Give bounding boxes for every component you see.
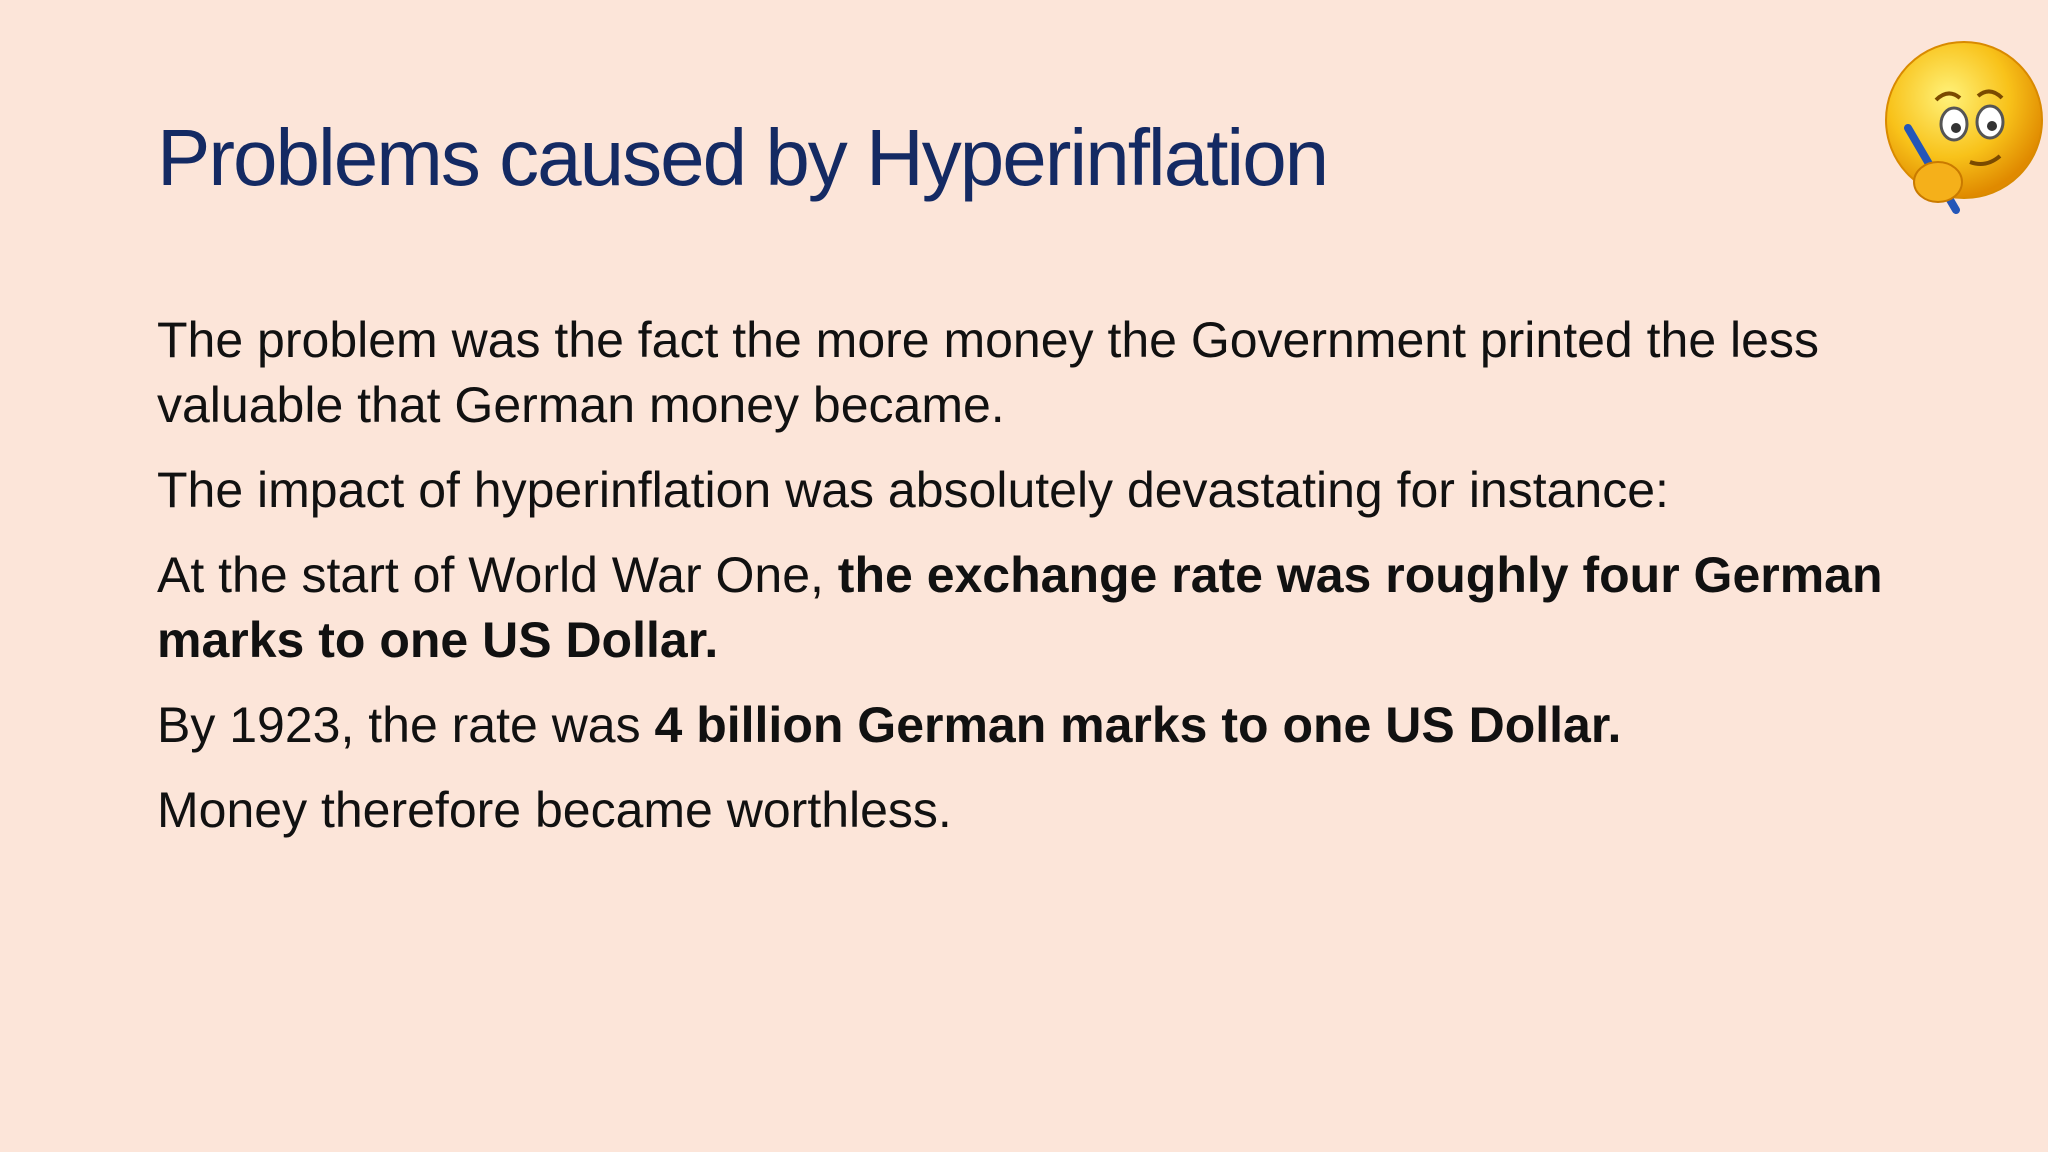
text: The impact of hyperinflation was absolut… xyxy=(157,462,1669,518)
text: At the start of World War One, xyxy=(157,547,838,603)
text: Money therefore became worthless. xyxy=(157,782,952,838)
bold-text: 4 billion German marks to one US Dollar. xyxy=(654,697,1622,753)
slide-body: The problem was the fact the more money … xyxy=(157,308,1917,863)
paragraph: By 1923, the rate was 4 billion German m… xyxy=(157,693,1917,758)
paragraph: Money therefore became worthless. xyxy=(157,778,1917,843)
text: By 1923, the rate was xyxy=(157,697,655,753)
paragraph: At the start of World War One, the excha… xyxy=(157,543,1917,673)
slide-title: Problems caused by Hyperinflation xyxy=(157,113,1329,202)
paragraph: The problem was the fact the more money … xyxy=(157,308,1917,438)
bold-text: the exchange rate was roughly four Germa… xyxy=(157,547,1883,668)
text: The problem was the fact the more money … xyxy=(157,312,1819,433)
thinking-emoji xyxy=(1885,41,2043,214)
paragraph: The impact of hyperinflation was absolut… xyxy=(157,458,1917,523)
